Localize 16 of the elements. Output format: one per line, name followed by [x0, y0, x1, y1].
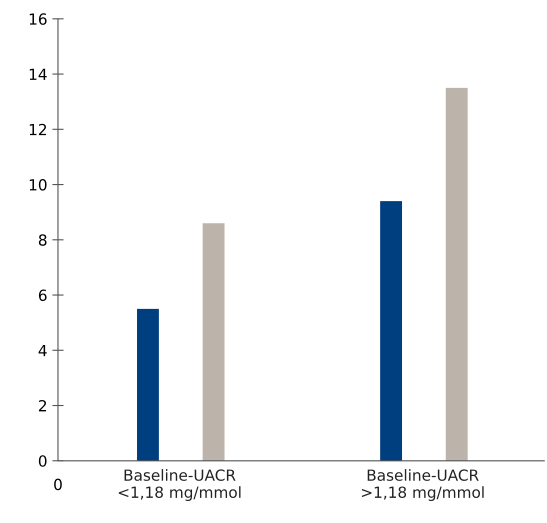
bar [380, 201, 402, 461]
y-tick-label: 6 [38, 290, 47, 302]
bar [137, 308, 159, 461]
y-tick-label: 12 [30, 124, 46, 136]
y-tick-label: 8 [38, 234, 47, 246]
y-tick-label: 0 [38, 455, 47, 467]
y-tick-label: 10 [30, 179, 47, 191]
bar [202, 223, 225, 461]
bar [446, 88, 468, 461]
x-tick-label: Baseline-UACR >1,18 mg/mmol [362, 469, 484, 501]
y-tick-label: 2 [38, 400, 46, 412]
x-tick-label: Baseline-UACR <1,18 mg/mmol [118, 469, 240, 501]
y-tick-label: 14 [30, 68, 47, 80]
text: 0 [54, 478, 62, 490]
y-tick-label: 4 [38, 344, 47, 356]
y-tick-label: 16 [30, 13, 47, 25]
